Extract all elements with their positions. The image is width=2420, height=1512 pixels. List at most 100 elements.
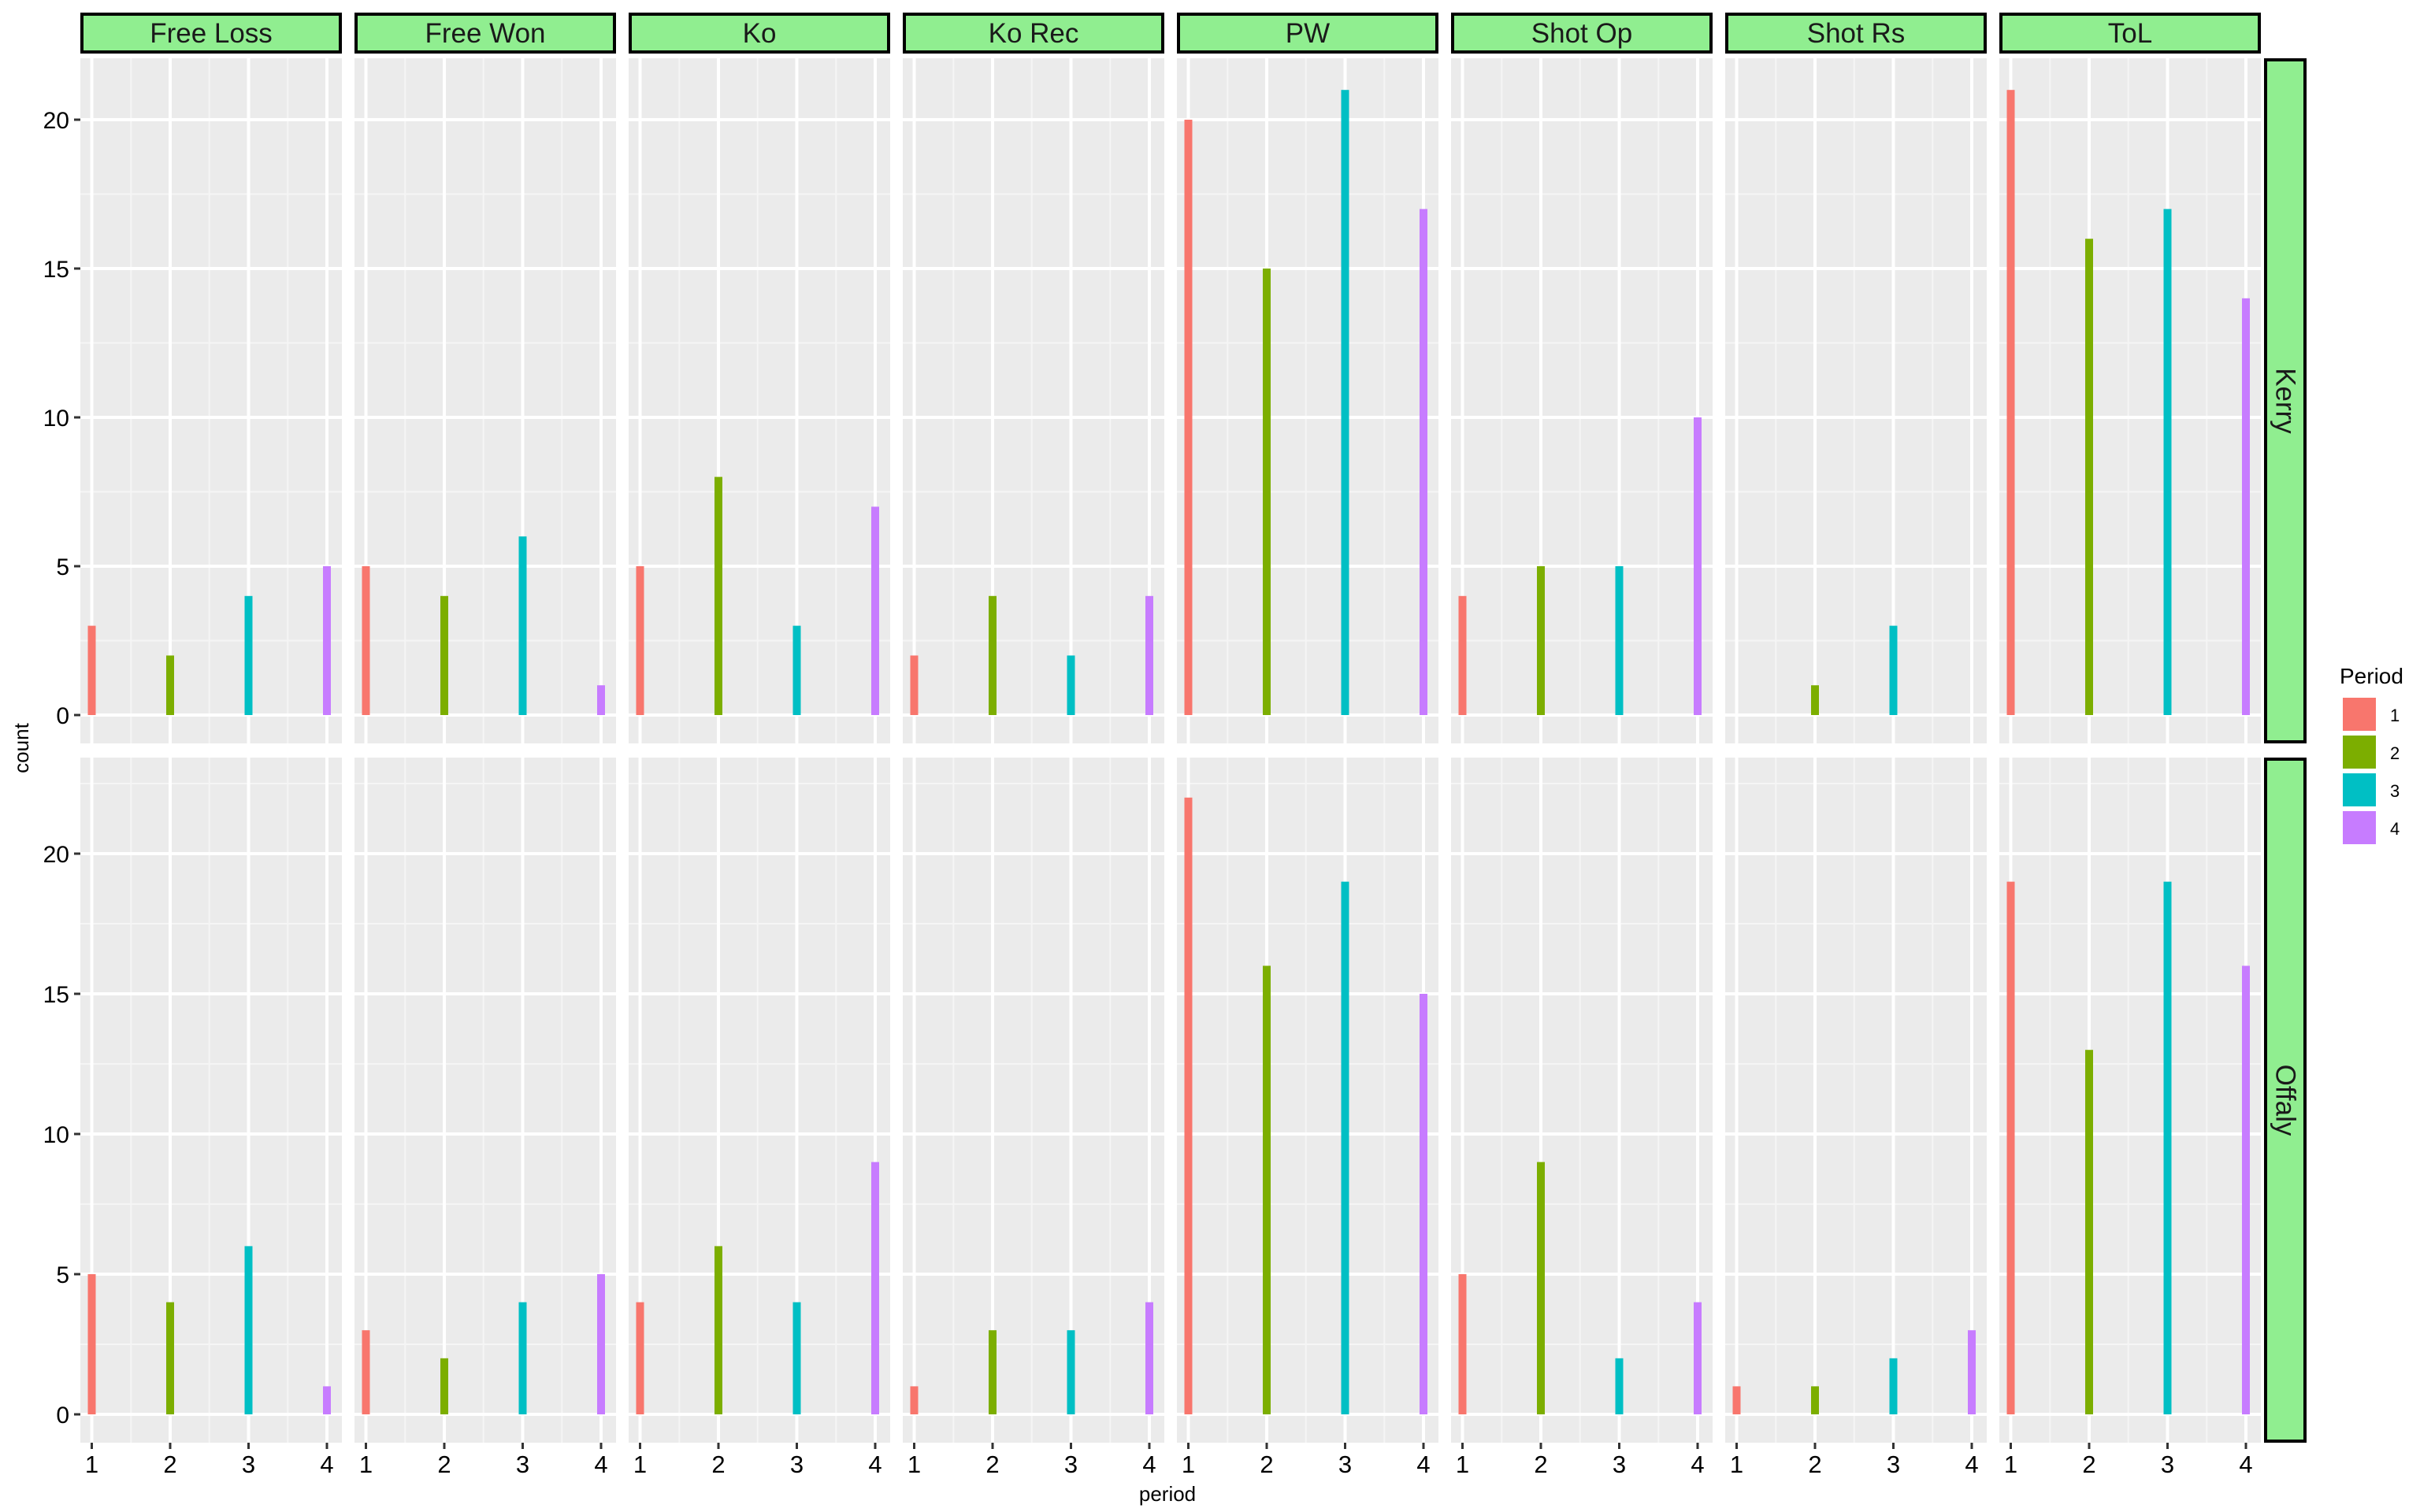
x-tick-label: 3 xyxy=(242,1451,255,1478)
bar-offaly-shot-rs-period-4 xyxy=(1968,1330,1976,1414)
legend: Period 1 2 3 4 xyxy=(2340,664,2403,844)
x-tick-label: 1 xyxy=(1182,1451,1195,1478)
bar-offaly-ko-rec-period-2 xyxy=(989,1330,997,1414)
bar-offaly-pw-period-3 xyxy=(1341,881,1349,1414)
bar-kerry-shot-op-period-2 xyxy=(1537,566,1545,715)
strip-label-free-won: Free Won xyxy=(425,18,545,49)
panel-background xyxy=(1177,758,1438,1443)
y-tick-label-kerry: 20 xyxy=(43,108,69,134)
bar-kerry-ko-period-2 xyxy=(714,476,722,715)
bar-offaly-shot-op-period-2 xyxy=(1537,1162,1545,1414)
bar-offaly-shot-rs-period-3 xyxy=(1889,1358,1898,1414)
y-tick-label-offaly: 0 xyxy=(56,1403,69,1429)
bar-kerry-shot-op-period-4 xyxy=(1694,417,1702,715)
y-tick-label-offaly: 20 xyxy=(43,842,69,868)
bar-kerry-ko-rec-period-2 xyxy=(989,595,997,715)
strip-shot-rs xyxy=(1725,13,1987,54)
bar-offaly-shot-op-period-1 xyxy=(1458,1274,1467,1414)
y-tick-label-offaly: 5 xyxy=(56,1262,69,1288)
strip-free-loss xyxy=(80,13,342,54)
legend-label-1: 1 xyxy=(2390,706,2400,725)
strip-label-ko: Ko xyxy=(743,18,777,49)
x-tick-label: 4 xyxy=(868,1451,882,1478)
bar-kerry-free-loss-period-4 xyxy=(323,566,331,715)
y-tick-label-kerry: 5 xyxy=(56,554,69,580)
bar-offaly-ko-period-2 xyxy=(714,1246,722,1414)
x-tick-label: 1 xyxy=(633,1451,647,1478)
bar-offaly-free-loss-period-3 xyxy=(244,1246,253,1414)
panel-background xyxy=(1451,758,1713,1443)
x-tick-label: 1 xyxy=(1730,1451,1743,1478)
panel-offaly-shot-rs xyxy=(1725,758,1987,1443)
bar-offaly-ko-rec-period-3 xyxy=(1067,1330,1075,1414)
x-tick-label: 2 xyxy=(711,1451,725,1478)
panel-background xyxy=(1999,758,2261,1443)
bar-kerry-shot-rs-period-2 xyxy=(1811,685,1819,715)
x-tick-label: 2 xyxy=(2082,1451,2095,1478)
x-tick-label: 2 xyxy=(1808,1451,1821,1478)
panel-kerry-shot-op xyxy=(1451,58,1713,743)
bar-kerry-tol-period-4 xyxy=(2242,298,2250,715)
bar-offaly-free-loss-period-4 xyxy=(323,1386,331,1414)
panel-offaly-free-loss xyxy=(80,758,342,1443)
x-tick-label: 4 xyxy=(1965,1451,1978,1478)
bar-kerry-shot-rs-period-3 xyxy=(1889,625,1898,715)
panel-kerry-free-loss xyxy=(80,58,342,743)
bar-offaly-free-won-period-1 xyxy=(362,1330,370,1414)
x-tick-label: 3 xyxy=(1887,1451,1900,1478)
y-axis-title: count xyxy=(9,722,33,773)
panel-offaly-shot-op xyxy=(1451,758,1713,1443)
x-tick-label: 3 xyxy=(1338,1451,1352,1478)
strip-free-won xyxy=(354,13,616,54)
bar-kerry-ko-period-1 xyxy=(636,566,644,715)
panel-background xyxy=(629,58,890,743)
bar-kerry-pw-period-3 xyxy=(1341,90,1349,715)
y-tick-label-kerry: 0 xyxy=(56,703,69,729)
panel-kerry-shot-rs xyxy=(1725,58,1987,743)
panel-background xyxy=(80,758,342,1443)
strip-label-ko-rec: Ko Rec xyxy=(989,18,1079,49)
bar-offaly-tol-period-2 xyxy=(2085,1050,2093,1414)
bar-kerry-free-won-period-4 xyxy=(597,685,605,715)
bar-offaly-tol-period-3 xyxy=(2163,881,2172,1414)
legend-label-3: 3 xyxy=(2390,781,2400,801)
bar-kerry-ko-rec-period-3 xyxy=(1067,655,1075,715)
x-tick-label: 3 xyxy=(2161,1451,2174,1478)
panel-background xyxy=(354,58,616,743)
panel-background xyxy=(1725,758,1987,1443)
panel-offaly-pw xyxy=(1177,758,1438,1443)
x-tick-label: 2 xyxy=(1260,1451,1273,1478)
bar-kerry-ko-rec-period-4 xyxy=(1145,595,1153,715)
panel-kerry-pw xyxy=(1177,58,1438,743)
legend-label-2: 2 xyxy=(2390,743,2400,763)
bar-offaly-pw-period-4 xyxy=(1420,994,1427,1414)
bar-kerry-free-loss-period-1 xyxy=(87,625,96,715)
x-tick-label: 1 xyxy=(1456,1451,1469,1478)
panel-offaly-free-won xyxy=(354,758,616,1443)
panel-offaly-tol xyxy=(1999,758,2261,1443)
bar-offaly-shot-op-period-3 xyxy=(1615,1358,1624,1414)
bar-offaly-pw-period-2 xyxy=(1263,965,1271,1414)
x-tick-label: 2 xyxy=(437,1451,451,1478)
x-tick-label: 2 xyxy=(1534,1451,1547,1478)
panel-background xyxy=(354,758,616,1443)
strip-offaly xyxy=(2264,758,2307,1443)
strip-label-shot-op: Shot Op xyxy=(1531,18,1632,49)
panel-background xyxy=(1177,58,1438,743)
bar-kerry-pw-period-4 xyxy=(1420,209,1427,715)
bar-offaly-free-loss-period-2 xyxy=(166,1302,174,1414)
panel-kerry-ko xyxy=(629,58,890,743)
x-tick-label: 3 xyxy=(1064,1451,1078,1478)
x-tick-label: 1 xyxy=(908,1451,921,1478)
bar-offaly-ko-rec-period-1 xyxy=(910,1386,919,1414)
bar-offaly-shot-rs-period-2 xyxy=(1811,1386,1819,1414)
bar-kerry-pw-period-1 xyxy=(1184,120,1193,715)
bar-kerry-tol-period-1 xyxy=(2006,90,2015,715)
strip-pw xyxy=(1177,13,1438,54)
bar-kerry-pw-period-2 xyxy=(1263,269,1271,715)
x-tick-label: 2 xyxy=(985,1451,999,1478)
x-tick-label: 1 xyxy=(359,1451,373,1478)
strip-label-free-loss: Free Loss xyxy=(150,18,273,49)
